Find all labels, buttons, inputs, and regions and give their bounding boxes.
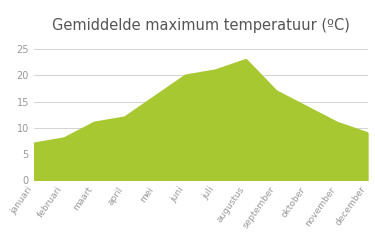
Text: Normandië: Normandië (132, 8, 243, 26)
Title: Gemiddelde maximum temperatuur (ºC): Gemiddelde maximum temperatuur (ºC) (52, 18, 350, 34)
